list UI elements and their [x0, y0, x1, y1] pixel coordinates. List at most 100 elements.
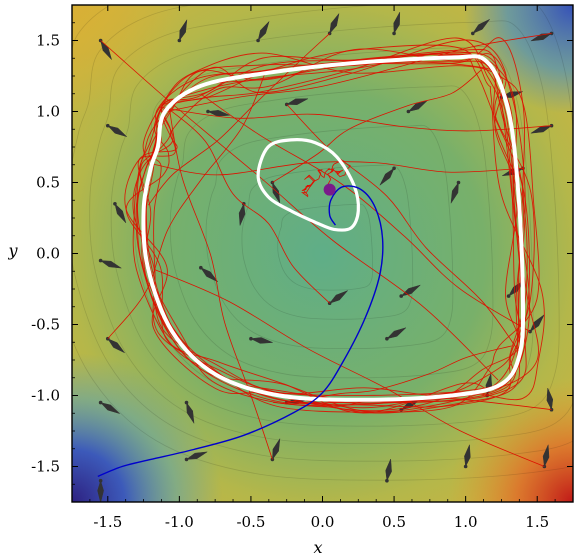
contour-line — [169, 85, 494, 379]
vector-arrow-base — [385, 336, 389, 341]
contour-line — [72, 5, 573, 462]
contour-line — [241, 164, 414, 320]
transient-trajectory — [286, 345, 512, 403]
plot-area — [72, 5, 573, 502]
vector-arrow-base — [506, 294, 511, 298]
x-tick-label: 0.0 — [311, 513, 335, 531]
y-tick-label: 1.0 — [36, 103, 60, 121]
fixed-point — [323, 183, 336, 196]
transient-trajectory — [158, 106, 552, 132]
vector-arrow — [450, 181, 459, 204]
vector-arrow — [250, 337, 273, 344]
vector-arrow-base — [249, 336, 253, 341]
transient-trajectory — [152, 161, 523, 176]
vector-arrow — [379, 167, 395, 186]
x-axis-label: x — [313, 538, 322, 557]
vector-arrow-base — [392, 31, 396, 36]
y-axis-label: y — [7, 241, 18, 260]
y-tick-label: 0.0 — [36, 245, 60, 263]
vector-arrow — [114, 203, 127, 224]
contour-lines — [72, 5, 573, 481]
vector-arrow-base — [270, 457, 275, 462]
stochastic-trajectory — [148, 53, 530, 396]
vector-arrow-base — [206, 109, 210, 114]
deterministic-trajectory-layer — [97, 183, 384, 478]
vector-arrow — [393, 11, 401, 35]
transient-trajectory — [166, 107, 330, 304]
x-tick-label: 1.5 — [525, 513, 549, 531]
vector-arrow — [546, 387, 554, 411]
vector-arrow — [238, 202, 246, 226]
y-tick-label: 0.5 — [36, 174, 60, 192]
contour-line — [72, 5, 573, 481]
vector-arrow-base — [549, 123, 554, 128]
fixed-point-fluctuation — [301, 160, 352, 198]
stochastic-trajectory — [145, 51, 530, 406]
transient-trajectory — [167, 33, 552, 112]
vector-arrow-base — [113, 202, 117, 206]
vector-arrow-base — [98, 478, 103, 483]
vector-arrow — [99, 260, 122, 269]
contour-corner-bottom-right — [72, 5, 573, 502]
vector-arrow-base — [199, 265, 203, 270]
transient-trajectory — [153, 268, 545, 467]
vector-arrow-base — [399, 294, 404, 298]
transient-trajectory — [100, 40, 499, 381]
x-tick-label: -1.5 — [93, 513, 122, 531]
y-tick-label: 1.5 — [36, 32, 60, 50]
x-tick-label: -0.5 — [236, 513, 265, 531]
vector-arrow-base — [98, 258, 103, 263]
vector-arrow-base — [463, 464, 468, 469]
inner-limit-cycle — [256, 138, 361, 232]
vector-arrow — [385, 458, 392, 482]
vector-arrow — [207, 110, 230, 117]
vector-arrow-base — [549, 407, 554, 412]
vector-arrow — [107, 338, 125, 354]
vector-arrow — [257, 21, 270, 42]
stochastic-trajectory — [136, 60, 535, 413]
transient-trajectory — [148, 33, 330, 206]
x-tick-label: 1.0 — [454, 513, 478, 531]
limit-cycles — [141, 54, 526, 402]
vector-arrow-base — [98, 400, 103, 405]
vector-arrow — [272, 438, 281, 461]
vector-arrow — [329, 13, 340, 35]
vector-arrow — [542, 444, 550, 468]
outer-limit-cycle — [141, 54, 526, 402]
vector-arrow — [472, 19, 490, 34]
deterministic-trajectory — [97, 185, 384, 478]
stochastic-trajectory — [132, 44, 545, 409]
vector-arrow — [285, 98, 309, 105]
vector-arrow-base — [549, 31, 554, 36]
contour-line — [110, 20, 560, 427]
vector-arrow — [530, 33, 553, 42]
x-tick-label: -1.0 — [165, 513, 194, 531]
vector-arrow-base — [392, 166, 396, 171]
stochastic-trajectory — [125, 54, 539, 414]
vector-arrow-base — [406, 109, 411, 114]
vector-arrow-base — [471, 31, 475, 36]
vector-arrow-base — [256, 38, 260, 43]
vector-arrow-base — [385, 478, 389, 483]
y-tick-label: -1.5 — [31, 458, 60, 476]
transient-trajectory — [200, 93, 531, 332]
y-tick-label: -0.5 — [31, 316, 60, 334]
stochastic-trajectory — [139, 48, 528, 408]
transient-trajectory — [107, 70, 267, 339]
vector-arrow — [107, 125, 127, 137]
vector-arrow — [464, 444, 471, 468]
axes: -1.5 -1.0 -0.5 0.0 0.5 1.0 1.5 -1.5 -1.0 -0.5 0.0 0… — [31, 4, 574, 531]
vector-arrow — [179, 19, 188, 42]
vector-arrow — [99, 402, 120, 414]
contour-line — [89, 5, 573, 445]
vector-arrow — [185, 451, 208, 460]
vector-arrow-base — [456, 180, 461, 185]
vector-arrow — [97, 479, 104, 502]
x-tick-label: 0.5 — [382, 513, 406, 531]
vector-arrow — [200, 267, 218, 283]
vector-arrow — [186, 401, 195, 424]
y-tick-label: -1.0 — [31, 387, 60, 405]
vector-arrow-base — [184, 400, 189, 405]
vector-arrow — [386, 327, 407, 340]
